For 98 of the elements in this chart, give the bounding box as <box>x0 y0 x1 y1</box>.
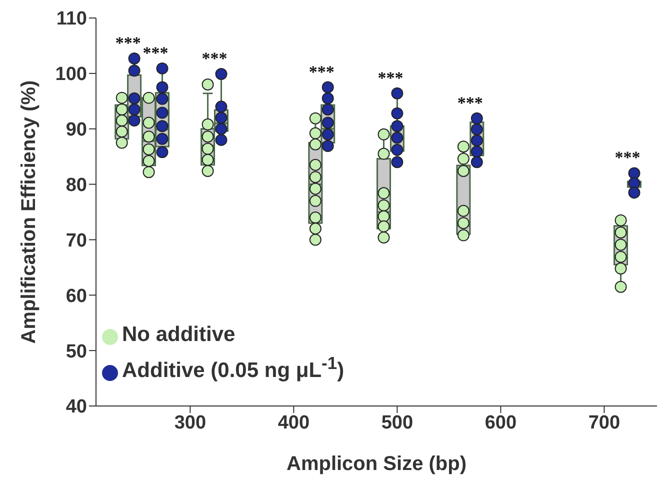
y-tick-label: 60 <box>66 286 87 307</box>
point <box>322 92 334 104</box>
annotation: *** <box>115 33 141 52</box>
point <box>309 158 322 171</box>
point <box>309 194 322 207</box>
point <box>156 132 168 145</box>
point <box>309 222 322 235</box>
y-tick-label: 70 <box>66 230 87 252</box>
point <box>202 164 214 177</box>
x-tick-label: 600 <box>484 412 517 434</box>
point <box>457 164 470 177</box>
point <box>378 128 390 140</box>
point <box>457 204 470 217</box>
y-tick-label: 50 <box>66 341 87 362</box>
point <box>378 199 390 212</box>
annotation: *** <box>308 62 334 82</box>
annotation: *** <box>142 43 168 62</box>
point <box>628 167 640 180</box>
point <box>309 112 322 124</box>
point <box>202 130 214 143</box>
point <box>470 146 483 158</box>
point <box>378 232 390 244</box>
x-tick-label: 400 <box>278 412 310 434</box>
y-tick-label: 100 <box>55 64 87 86</box>
point <box>128 52 140 64</box>
point <box>470 156 483 168</box>
y-tick-label: 110 <box>56 8 87 30</box>
point <box>457 152 470 165</box>
point <box>457 229 470 242</box>
point <box>202 154 214 166</box>
point <box>614 280 627 293</box>
x-axis-title: Amplicon Size (bp) <box>286 453 466 475</box>
point <box>156 62 168 74</box>
point <box>142 116 155 129</box>
point <box>470 123 483 136</box>
point <box>215 122 228 135</box>
point <box>116 92 128 104</box>
point <box>156 81 168 94</box>
point <box>116 136 128 149</box>
point <box>322 140 334 152</box>
point <box>378 148 390 160</box>
point <box>322 81 334 94</box>
point <box>309 127 322 140</box>
point <box>142 166 155 178</box>
point <box>215 134 228 146</box>
point <box>378 220 390 232</box>
x-tick-label: 500 <box>381 412 414 434</box>
point <box>215 100 228 113</box>
point <box>391 144 404 156</box>
point <box>378 210 390 222</box>
point <box>391 87 404 100</box>
point <box>116 103 128 116</box>
point <box>142 92 155 104</box>
point <box>128 114 140 127</box>
point <box>614 226 627 238</box>
point <box>156 106 168 119</box>
y-tick-label: 90 <box>66 120 87 141</box>
point <box>614 214 627 226</box>
point <box>614 262 627 275</box>
point <box>322 103 334 116</box>
x-tick-label: 300 <box>174 412 206 434</box>
point <box>309 234 322 246</box>
point <box>391 156 404 168</box>
point <box>202 78 214 90</box>
point <box>391 107 404 120</box>
point <box>457 140 470 153</box>
annotation: *** <box>614 148 640 168</box>
point <box>378 187 390 200</box>
point <box>128 103 140 116</box>
annotation: *** <box>378 68 404 88</box>
point <box>156 146 168 158</box>
annotation: *** <box>202 48 228 68</box>
point <box>142 130 155 143</box>
point <box>470 112 483 124</box>
point <box>628 186 640 199</box>
point <box>309 138 322 150</box>
point <box>128 64 140 77</box>
point <box>116 126 128 138</box>
legend-label: Additive (0.05 ng μL$^{-1}$) <box>122 353 344 382</box>
point <box>309 212 322 224</box>
point <box>142 143 155 156</box>
point <box>156 92 168 105</box>
point <box>614 250 627 263</box>
point <box>391 120 404 132</box>
point <box>142 155 155 167</box>
y-tick-label: 80 <box>66 175 87 196</box>
point <box>309 182 322 195</box>
x-tick-label: 700 <box>588 412 620 434</box>
point <box>322 128 334 140</box>
y-axis-title: Amplification Efficiency (%) <box>18 80 40 344</box>
point <box>457 217 470 230</box>
y-tick-label: 40 <box>66 396 87 418</box>
point <box>156 120 168 132</box>
annotation: *** <box>457 93 483 112</box>
point <box>215 68 228 80</box>
legend-label: No additive <box>122 323 236 346</box>
point <box>202 118 214 130</box>
point <box>309 171 322 184</box>
